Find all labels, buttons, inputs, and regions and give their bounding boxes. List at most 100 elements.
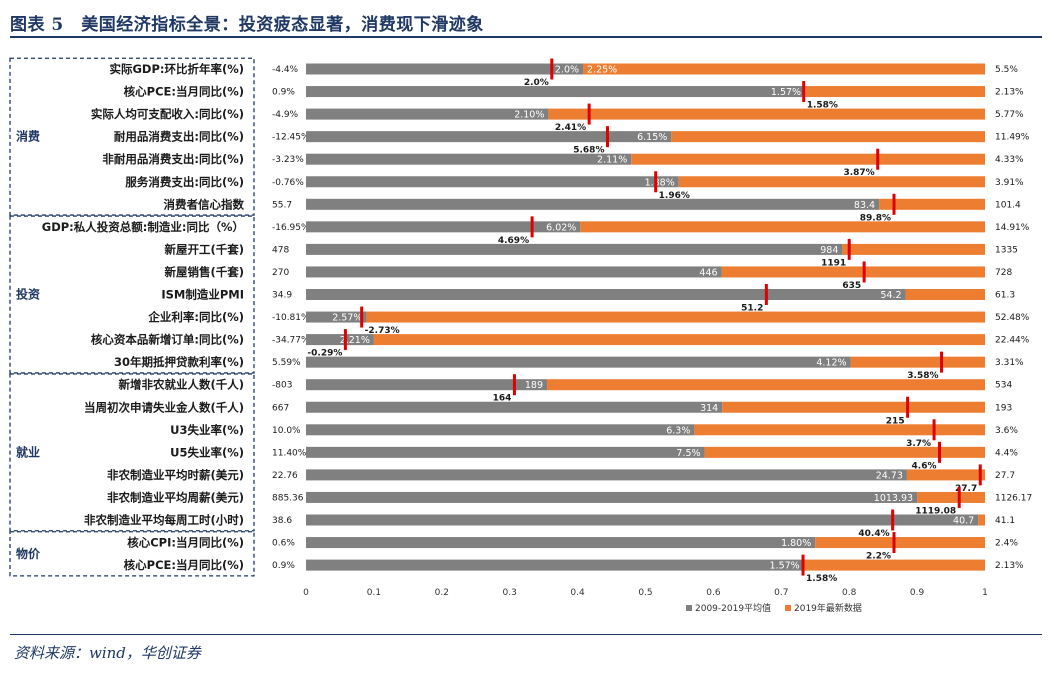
row-label: 核心PCE:当月同比(%) — [124, 85, 244, 99]
group-label: 物价 — [16, 546, 41, 561]
min-value: 22.76 — [272, 471, 298, 481]
avg-value-label: 984 — [820, 245, 838, 256]
latest-marker — [978, 464, 982, 486]
avg-bar — [306, 424, 695, 436]
min-value: -3.23% — [272, 155, 304, 165]
latest-marker — [801, 554, 805, 576]
legend-label-avg: 2009-2019平均值 — [695, 602, 771, 614]
group-label: 就业 — [16, 444, 40, 459]
avg-bar — [306, 379, 548, 391]
marker-value-label: 3.87% — [843, 168, 874, 178]
latest-marker — [862, 261, 866, 283]
max-value: 14.91% — [995, 223, 1030, 233]
latest-marker — [512, 374, 516, 396]
latest-bar — [678, 176, 985, 188]
min-value: 34.9 — [272, 291, 292, 301]
row-label: 非农制造业平均每周工时(小时) — [84, 513, 244, 527]
latest-bar — [583, 63, 985, 75]
min-value: 5.59% — [272, 358, 301, 368]
marker-value-label: 1.96% — [659, 191, 690, 201]
avg-value-label: 1.88% — [645, 177, 675, 188]
max-value: 3.6% — [995, 426, 1018, 436]
latest-marker — [957, 486, 961, 508]
x-tick-label: 0.8 — [842, 588, 857, 598]
avg-value-label: 2.57% — [332, 313, 362, 324]
avg-bar — [306, 289, 906, 300]
marker-value-label: 2.0% — [524, 78, 549, 88]
latest-bar — [580, 221, 985, 233]
marker-value-label: 51.2 — [741, 304, 763, 314]
min-value: -0.76% — [272, 178, 304, 188]
row-label: 非农制造业平均时薪(美元) — [107, 468, 244, 482]
latest-bar — [842, 243, 985, 255]
x-tick-label: 1 — [982, 588, 988, 598]
latest-bar — [850, 356, 985, 368]
latest-marker — [605, 126, 609, 148]
min-value: 478 — [272, 245, 289, 255]
avg-value-label: 2.10% — [514, 110, 544, 121]
header: 图表 5 美国经济指标全景：投资疲态显著，消费现下滑迹象 — [10, 4, 1042, 38]
x-tick-label: 0 — [303, 588, 309, 598]
avg-value-label: 1.80% — [781, 538, 811, 549]
min-value: 0.9% — [272, 88, 295, 98]
min-value: 667 — [272, 403, 289, 413]
latest-bar — [905, 289, 985, 300]
latest-bar — [373, 334, 985, 346]
max-value: 3.31% — [995, 358, 1024, 368]
avg-value-label: 189 — [525, 380, 543, 391]
avg-value-label: 7.5% — [676, 448, 700, 459]
latest-marker — [938, 441, 942, 463]
avg-value-label: 6.02% — [546, 222, 576, 233]
x-tick-label: 0.6 — [706, 588, 721, 598]
legend-swatch-avg — [686, 605, 692, 611]
max-value: 4.4% — [995, 448, 1018, 458]
max-value: 5.5% — [995, 65, 1018, 75]
avg-value-label: 40.7 — [953, 516, 974, 527]
latest-marker — [847, 238, 851, 260]
max-value: 2.13% — [995, 88, 1024, 98]
avg-value-label: 2.11% — [597, 155, 627, 166]
avg-value-label: 2.21% — [340, 335, 370, 346]
latest-bar — [704, 446, 985, 458]
latest-marker — [892, 532, 896, 554]
marker-value-label: 4.69% — [498, 236, 529, 246]
max-value: 101.4 — [995, 200, 1021, 210]
row-label: 服务消费支出:同比(%) — [125, 175, 244, 189]
marker-value-label: 3.58% — [907, 371, 938, 381]
row-label: 核心CPI:当月同比(%) — [127, 536, 244, 550]
row-label: 核心资本品新增订单:同比(%) — [91, 333, 244, 347]
source-divider — [10, 634, 1042, 635]
avg-value-label: 6.15% — [637, 132, 667, 143]
row-label: 实际人均可支配收入:同比(%) — [91, 107, 244, 121]
latest-bar — [917, 491, 985, 503]
avg-bar — [306, 243, 843, 255]
latest-marker — [654, 171, 658, 193]
row-label: 新增非农就业人数(千人) — [118, 378, 244, 392]
group-frame — [9, 373, 255, 532]
marker-value-label: 5.68% — [573, 146, 604, 156]
avg-bar — [306, 266, 722, 278]
group-label: 消费 — [16, 129, 40, 144]
min-value: -4.9% — [272, 110, 299, 120]
row-label: 实际GDP:环比折年率(%) — [109, 62, 244, 76]
latest-marker — [343, 329, 347, 351]
min-value: 270 — [272, 268, 289, 278]
marker-value-label: -2.73% — [365, 326, 400, 336]
avg-value-label: 83.4 — [854, 200, 875, 211]
latest-bar — [803, 559, 985, 571]
marker-value-label: -0.29% — [307, 349, 342, 359]
x-tick-label: 0.3 — [503, 588, 517, 598]
row-label: 新屋开工(千套) — [164, 242, 244, 256]
marker-value-label: 1191 — [821, 258, 846, 268]
latest-marker — [932, 419, 936, 441]
min-value: 10.0% — [272, 426, 301, 436]
latest-bar — [906, 469, 985, 481]
x-tick-label: 0.4 — [570, 588, 585, 598]
avg-value-label: 2.0% — [555, 65, 579, 76]
latest-marker — [802, 81, 806, 103]
avg-value-label: 1.57% — [770, 561, 800, 572]
avg-bar — [306, 86, 806, 98]
group-label: 投资 — [16, 287, 40, 302]
min-value: -4.4% — [272, 65, 299, 75]
row-label: 30年期抵押贷款利率(%) — [114, 355, 244, 369]
